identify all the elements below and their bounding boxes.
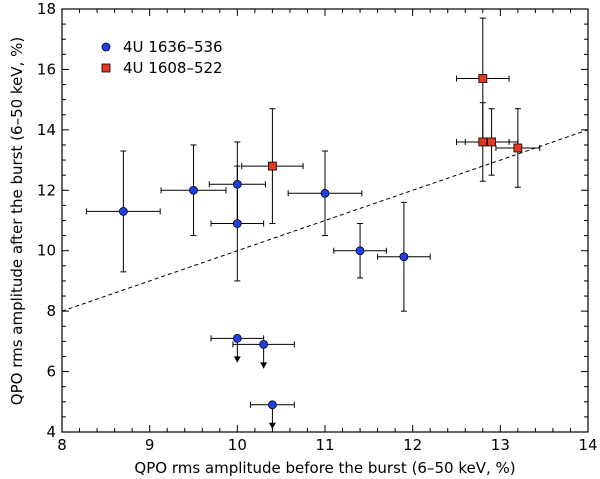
data-point-square xyxy=(267,161,277,171)
data-point-square xyxy=(478,74,488,83)
upper-limit-arrow-head xyxy=(268,422,276,429)
data-point-circle xyxy=(189,185,198,195)
x-tick-label: 12 xyxy=(403,436,422,454)
legend-marker-circle xyxy=(101,42,111,52)
x-tick-label: 8 xyxy=(57,436,67,454)
y-axis-label: QPO rms amplitude after the burst (6–50 … xyxy=(8,37,26,405)
data-point-circle xyxy=(259,339,269,349)
x-tick-label: 10 xyxy=(228,436,247,454)
data-point-circle xyxy=(232,179,242,189)
data-point-circle xyxy=(232,333,242,343)
data-point-square xyxy=(513,143,523,153)
y-tick-label: 16 xyxy=(37,60,56,78)
x-tick-label: 11 xyxy=(315,436,334,454)
data-point-circle xyxy=(320,188,330,198)
upper-limit-arrow-head xyxy=(233,356,241,363)
y-tick-label: 6 xyxy=(46,363,56,381)
reference-line xyxy=(61,129,589,312)
y-tick-label: 14 xyxy=(37,121,56,139)
y-tick-label: 4 xyxy=(46,423,56,441)
data-point-circle xyxy=(399,252,409,262)
x-tick-label: 9 xyxy=(145,436,155,454)
legend-marker-square xyxy=(101,63,111,73)
upper-limit-arrow-head xyxy=(260,362,268,369)
data-point-square xyxy=(487,137,496,147)
x-axis-label: QPO rms amplitude before the burst (6–50… xyxy=(134,459,515,477)
data-point-circle xyxy=(267,400,277,410)
data-point-circle xyxy=(355,246,365,256)
data-point-circle xyxy=(232,219,242,228)
y-tick-label: 8 xyxy=(46,302,56,320)
x-tick-label: 14 xyxy=(578,436,597,454)
x-tick-label: 13 xyxy=(491,436,510,454)
y-tick-label: 10 xyxy=(37,242,56,260)
data-point-circle xyxy=(118,207,128,216)
legend-label: 4U 1636–536 xyxy=(123,38,223,56)
y-tick-label: 18 xyxy=(37,0,56,18)
y-tick-label: 12 xyxy=(37,181,56,199)
data-point-square xyxy=(478,137,488,147)
legend-label: 4U 1608–522 xyxy=(123,59,223,77)
